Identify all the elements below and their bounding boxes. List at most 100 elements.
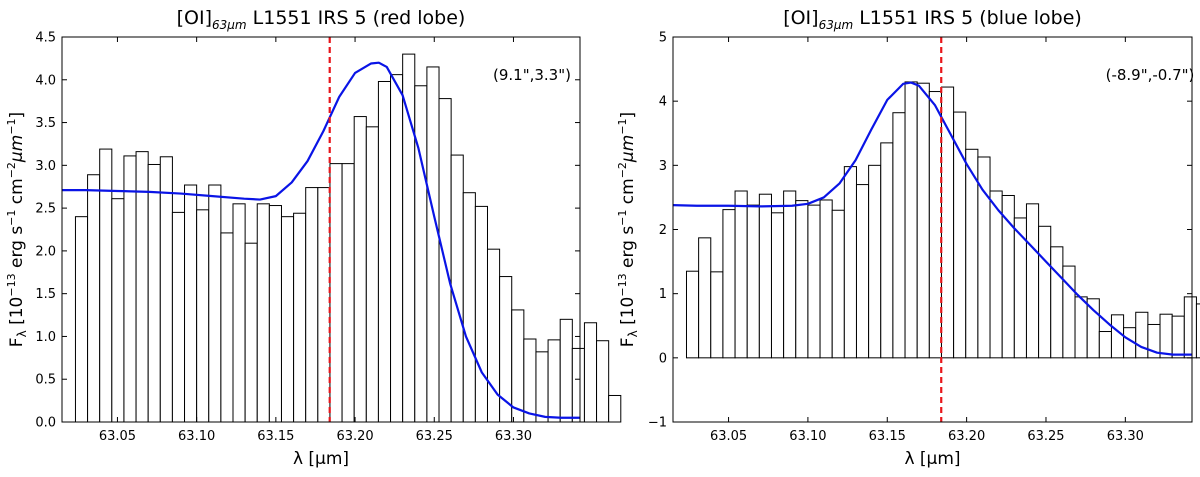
chart-title: [OI]63μm L1551 IRS 5 (red lobe)	[177, 7, 466, 32]
histogram-bar	[147, 163, 161, 423]
histogram-bar	[904, 81, 918, 359]
chart-panel-0: 63.05 63.10 63.15 63.20 63.25 63.30 0.0 0.5 1.0 1…	[5, 7, 622, 469]
histogram-bar	[535, 351, 549, 423]
histogram-bar	[916, 82, 930, 359]
histogram-bar	[547, 339, 561, 423]
histogram-bar	[1086, 298, 1100, 359]
histogram-bar	[855, 184, 870, 359]
histogram-bar	[402, 53, 416, 423]
histogram-bar	[87, 174, 101, 423]
y-tick-label: 4	[659, 95, 667, 110]
x-tick-label: 63.20	[336, 429, 373, 444]
histogram-bar	[795, 200, 809, 359]
histogram-bar	[474, 205, 488, 423]
histogram-bar	[710, 271, 724, 359]
y-tick-label: 0	[659, 351, 667, 366]
y-label-exponent: −1	[616, 118, 629, 134]
y-tick-label: 3.5	[35, 116, 56, 131]
y-label-exponent: −1	[5, 118, 18, 134]
histogram-bar	[843, 166, 857, 359]
histogram-bar	[244, 242, 258, 423]
histogram-bar	[450, 154, 464, 423]
chart-panel-1: 63.05 63.10 63.15 63.20 63.25 63.30 −1 0 1 2 3 4 5 [O…	[616, 7, 1200, 469]
y-tick-label: −1	[648, 416, 667, 431]
histogram-bar	[1074, 296, 1088, 359]
chart-title-main: [OI]	[783, 7, 818, 29]
position-annotation: (-8.9",-0.7")	[1106, 66, 1195, 84]
y-label-unit: [10	[7, 297, 27, 331]
y-tick-label: 1.5	[35, 287, 56, 302]
gaussian-fit-line	[672, 81, 1192, 356]
histogram-bar	[280, 216, 295, 423]
y-label-exponent: −2	[5, 162, 18, 178]
x-tick-label: 63.05	[710, 429, 747, 444]
y-label-subscript: λ	[15, 330, 29, 337]
histogram-bar	[462, 192, 476, 423]
histogram-bar	[232, 203, 246, 423]
histogram-bar	[758, 193, 772, 359]
chart-title-main: [OI]	[177, 7, 212, 29]
y-tick-label: 0.0	[35, 416, 56, 431]
y-label-part: erg s	[7, 226, 27, 274]
y-label-part: μm	[7, 135, 27, 163]
y-label-main: F	[7, 337, 27, 347]
histogram-bar	[377, 80, 392, 423]
y-label-subscript: λ	[626, 330, 640, 337]
histogram-bar	[1110, 314, 1125, 359]
chart-title-subscript: 63μm	[819, 18, 854, 32]
histogram-bar	[365, 126, 379, 423]
y-tick-label: 0.5	[35, 373, 56, 388]
x-axis-label: λ [μm]	[293, 449, 349, 469]
histogram-bar	[831, 209, 845, 359]
y-label-part: ]	[7, 112, 27, 119]
histogram-bar	[123, 155, 137, 423]
histogram-bar	[353, 116, 367, 423]
x-tick-label: 63.25	[1027, 429, 1064, 444]
histogram-bar	[722, 209, 736, 359]
histogram-bar	[596, 340, 610, 423]
y-label-exponent: −1	[5, 210, 18, 226]
histogram-bar	[317, 187, 331, 423]
histogram-bar	[426, 66, 440, 423]
histogram-bar	[608, 394, 622, 423]
histogram-bar	[880, 142, 894, 359]
histogram-bar	[390, 74, 404, 423]
chart-title-rest: L1551 IRS 5 (blue lobe)	[853, 7, 1082, 29]
histogram-bar	[111, 198, 125, 423]
x-tick-label: 63.15	[257, 429, 294, 444]
y-tick-label: 2	[659, 223, 667, 238]
y-tick-label: 2.0	[35, 244, 56, 259]
y-tick-label: 3	[659, 159, 667, 174]
y-label-part: erg s	[618, 226, 638, 274]
histogram-bar	[184, 184, 198, 423]
histogram-bar	[256, 203, 270, 423]
x-tick-label: 63.30	[1107, 429, 1144, 444]
histogram-bar	[1050, 246, 1064, 359]
histogram-bar	[698, 237, 712, 359]
chart-title-rest: L1551 IRS 5 (red lobe)	[247, 7, 466, 29]
histogram-bar	[1183, 296, 1197, 359]
histogram-bar	[341, 163, 355, 423]
histogram-bar	[989, 190, 1003, 359]
y-label-part: ]	[618, 112, 638, 119]
histogram-bar	[1195, 303, 1200, 359]
y-tick-label: 1	[659, 287, 667, 302]
y-label-main: F	[618, 337, 638, 347]
y-label-part: cm	[618, 178, 638, 209]
histogram-bar	[159, 156, 173, 423]
histogram-bar	[734, 190, 748, 359]
histogram-bar	[220, 232, 234, 423]
axes-frame	[61, 36, 581, 423]
y-label-exponent: −13	[5, 273, 18, 296]
histogram-bar	[819, 199, 833, 359]
x-tick-label: 63.10	[178, 429, 215, 444]
x-tick-label: 63.25	[416, 429, 453, 444]
histogram-bar	[293, 212, 307, 423]
histogram-bar	[329, 163, 343, 423]
histogram-bar	[746, 204, 760, 359]
x-tick-label: 63.05	[99, 429, 136, 444]
x-tick-label: 63.10	[789, 429, 826, 444]
x-tick-label: 63.30	[495, 429, 532, 444]
chart-title: [OI]63μm L1551 IRS 5 (blue lobe)	[783, 7, 1082, 32]
histogram-bar	[305, 187, 319, 423]
